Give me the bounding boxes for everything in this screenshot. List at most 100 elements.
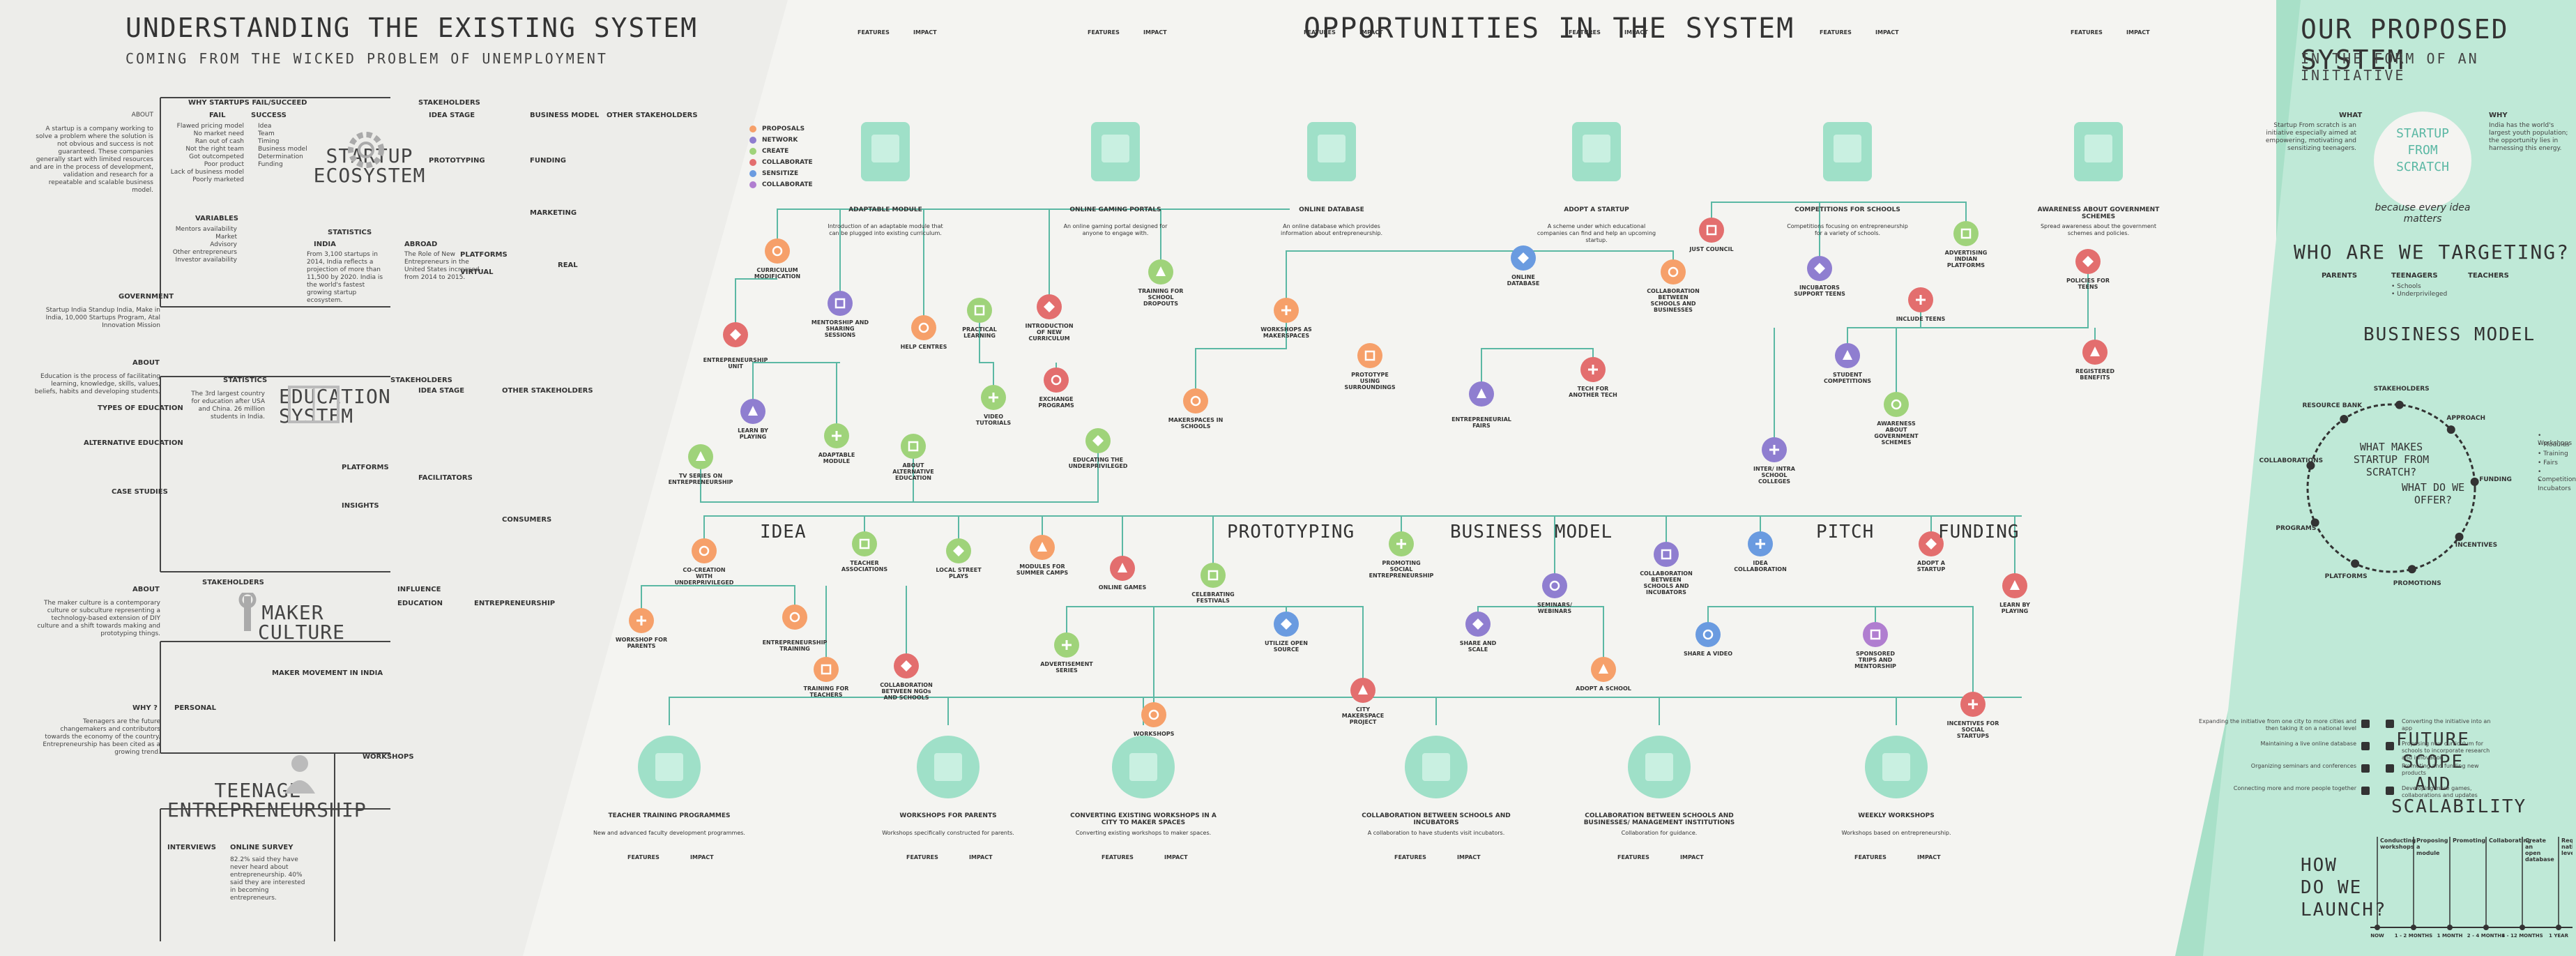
node-glyph-icon [1814, 263, 1825, 274]
node-label: ONLINE DATABASE [1507, 274, 1540, 287]
influence-entrepreneurship-heading: ENTREPRENEURSHIP [474, 600, 556, 607]
node-label: UTILIZE OPEN SOURCE [1265, 640, 1308, 653]
scope-item: Proposing new curriculum for schools to … [2402, 741, 2490, 761]
node-label: CO-CREATION WITH UNDERPRIVILEGED [675, 567, 734, 586]
middle-title: OPPORTUNITIES IN THE SYSTEM [1304, 13, 1795, 45]
impact-label: IMPACT [913, 29, 937, 36]
node-glyph-icon [1661, 549, 1672, 560]
maker-about-heading: ABOUT [132, 586, 160, 593]
edu-insights-heading: INSIGHTS [342, 502, 379, 510]
impact-label: IMPACT [1457, 854, 1481, 860]
legend-item: COLLABORATE [749, 159, 813, 166]
left-connector-lines [160, 97, 390, 941]
opportunity-node: INTRODUCTION OF NEW CURRICULUM [1025, 294, 1074, 342]
stats-india-heading: INDIA [314, 241, 336, 248]
legend-swatch [749, 170, 756, 177]
feature-illustration-icon [1405, 736, 1468, 798]
connector-line [700, 457, 913, 503]
node-label: MODULES FOR SUMMER CAMPS [1016, 563, 1068, 576]
node-label: IDEA COLLABORATION [1734, 560, 1787, 572]
bm-node [2446, 425, 2455, 434]
legend-swatch [749, 159, 756, 166]
bm-node [2340, 414, 2349, 423]
node-glyph-icon [1281, 619, 1292, 630]
success-heading: SUCCESS [251, 112, 287, 119]
wrench-icon [238, 593, 257, 631]
timeline-dot [2483, 925, 2489, 930]
feature-title: COMPETITIONS FOR SCHOOLS [1794, 206, 1900, 213]
feature-title: AWARENESS ABOUT GOVERNMENT SCHEMES [2037, 206, 2160, 220]
startup-about-text: A startup is a company working to solve … [29, 126, 153, 194]
impact-label: IMPACT [2126, 29, 2150, 36]
legend-item: COLLABORATE [749, 181, 813, 188]
opportunity-node: MAKERSPACES IN SCHOOLS [1168, 388, 1224, 430]
startup-about-heading: ABOUT [131, 112, 153, 119]
opportunity-node: TEACHER ASSOCIATIONS [841, 531, 887, 572]
stats-abroad-text: The Role of New Entrepreneurs in the Uni… [404, 251, 480, 281]
business-model-diagram [2306, 400, 2479, 574]
influence-education-heading: EDUCATION [397, 600, 443, 607]
feature-text: An online gaming portal designed for any… [1063, 223, 1168, 236]
bm-item-label: INCENTIVES [2455, 541, 2498, 549]
node-circle [901, 434, 926, 459]
bm-node [2351, 559, 2360, 568]
timeline-when: 2 - 4 MONTHS [2467, 933, 2505, 939]
opportunity-node: INCENTIVES FOR SOCIAL STARTUPS [1947, 692, 1999, 739]
feature-text: An online database which provides inform… [1280, 223, 1383, 236]
node-label: PRACTICAL LEARNING [962, 326, 997, 339]
timeline-when: 1 - 2 MONTHS [2395, 933, 2432, 939]
scope-item: Maintaining a live online database [2260, 741, 2356, 747]
node-label: JUST COUNCIL [1689, 246, 1733, 252]
funding-heading: FUNDING [530, 157, 566, 165]
teen-why-heading: WHY ? [132, 704, 158, 712]
feature-text: Spread awareness about the government sc… [2040, 223, 2157, 236]
maker-movement-heading: MAKER MOVEMENT IN INDIA [272, 669, 383, 677]
node-label: PROMOTING SOCIAL ENTREPRENEURSHIP [1369, 560, 1434, 579]
node-glyph-icon [772, 245, 783, 257]
opportunity-node: WORKSHOPS AS MAKERSPACES [1260, 298, 1312, 339]
scope-icon [2361, 787, 2370, 795]
node-glyph-icon [953, 545, 964, 556]
legend-swatch [749, 181, 756, 188]
bm-item-label: STAKEHOLDERS [2373, 385, 2430, 393]
node-label: ADVERTISEMENT SERIES [1040, 661, 1093, 674]
node-label: INCLUDE TEENS [1896, 316, 1946, 322]
feature-text: Workshops based on entrepreneurship. [1841, 830, 1951, 836]
why-heading: WHY [2489, 112, 2508, 119]
node-label: EXCHANGE PROGRAMS [1038, 396, 1074, 409]
connector-line [1707, 606, 1876, 635]
legend-label: SENSITIZE [762, 170, 799, 177]
feature-text: Collaboration for guidance. [1621, 830, 1698, 836]
connector-line [1847, 300, 1921, 356]
node-circle [782, 605, 807, 630]
scope-icon [2386, 720, 2394, 728]
feature-title: CONVERTING EXISTING WORKSHOPS IN A CITY … [1070, 812, 1217, 826]
features-label: FEATURES [1304, 29, 1336, 36]
node-glyph-icon [2010, 580, 2020, 590]
opportunity-node: CITY MAKERSPACE PROJECT [1342, 678, 1384, 725]
opportunity-node: IDEA COLLABORATION [1734, 531, 1787, 572]
maker-stakeholders-heading: STAKEHOLDERS [202, 579, 264, 586]
node-label: STUDENT COMPETITIONS [1824, 372, 1871, 384]
node-glyph-icon [748, 406, 758, 416]
features-label: FEATURES [1394, 854, 1426, 860]
timeline-dot [2375, 925, 2380, 930]
impact-label: IMPACT [1917, 854, 1941, 860]
legend-item: PROPOSALS [749, 126, 813, 132]
why-fail-succeed-heading: WHY STARTUPS FAIL/SUCCEED [188, 99, 307, 107]
node-glyph-icon [696, 451, 706, 461]
node-label: MAKERSPACES IN SCHOOLS [1168, 417, 1224, 430]
node-label: PROTOTYPE USING SURROUNDINGS [1344, 372, 1395, 390]
what-text: Startup From scratch is an initiative es… [2265, 122, 2356, 152]
node-label: AWARENESS ABOUT GOVERNMENT SCHEMES [1874, 420, 1919, 446]
features-label: FEATURES [1854, 854, 1887, 860]
node-label: SPONSORED TRIPS AND MENTORSHIP [1854, 651, 1896, 669]
node-label: ENTREPRENEURSHIP TRAINING [763, 639, 828, 652]
node-label: ONLINE GAMES [1099, 584, 1147, 591]
node-label: INCUBATORS SUPPORT TEENS [1794, 284, 1845, 297]
bm-ring [2306, 403, 2476, 573]
node-label: WORKSHOPS AS MAKERSPACES [1260, 326, 1312, 339]
opportunity-node: STUDENT COMPETITIONS [1824, 343, 1871, 384]
